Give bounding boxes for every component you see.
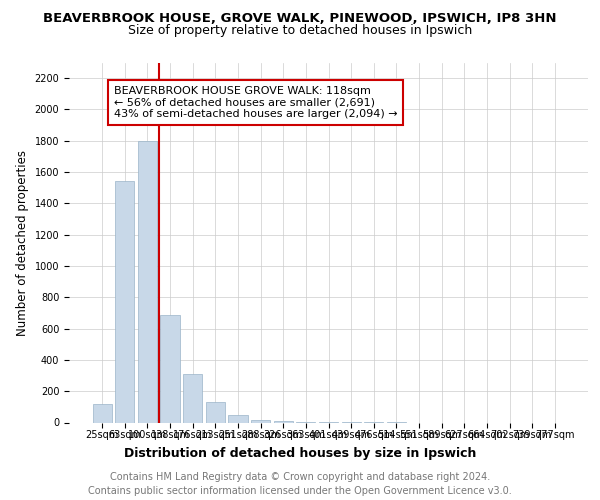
Text: Contains HM Land Registry data © Crown copyright and database right 2024.: Contains HM Land Registry data © Crown c… bbox=[110, 472, 490, 482]
Bar bbox=[251, 420, 270, 422]
Bar bbox=[115, 182, 134, 422]
Bar bbox=[92, 404, 112, 422]
Bar bbox=[160, 314, 180, 422]
Bar bbox=[274, 421, 293, 422]
Text: BEAVERBROOK HOUSE GROVE WALK: 118sqm
← 56% of detached houses are smaller (2,691: BEAVERBROOK HOUSE GROVE WALK: 118sqm ← 5… bbox=[113, 86, 397, 119]
Y-axis label: Number of detached properties: Number of detached properties bbox=[16, 150, 29, 336]
Bar bbox=[138, 141, 157, 422]
Bar bbox=[183, 374, 202, 422]
Text: Size of property relative to detached houses in Ipswich: Size of property relative to detached ho… bbox=[128, 24, 472, 37]
Text: Contains public sector information licensed under the Open Government Licence v3: Contains public sector information licen… bbox=[88, 486, 512, 496]
Text: Distribution of detached houses by size in Ipswich: Distribution of detached houses by size … bbox=[124, 448, 476, 460]
Text: BEAVERBROOK HOUSE, GROVE WALK, PINEWOOD, IPSWICH, IP8 3HN: BEAVERBROOK HOUSE, GROVE WALK, PINEWOOD,… bbox=[43, 12, 557, 26]
Bar bbox=[229, 414, 248, 422]
Bar bbox=[206, 402, 225, 422]
